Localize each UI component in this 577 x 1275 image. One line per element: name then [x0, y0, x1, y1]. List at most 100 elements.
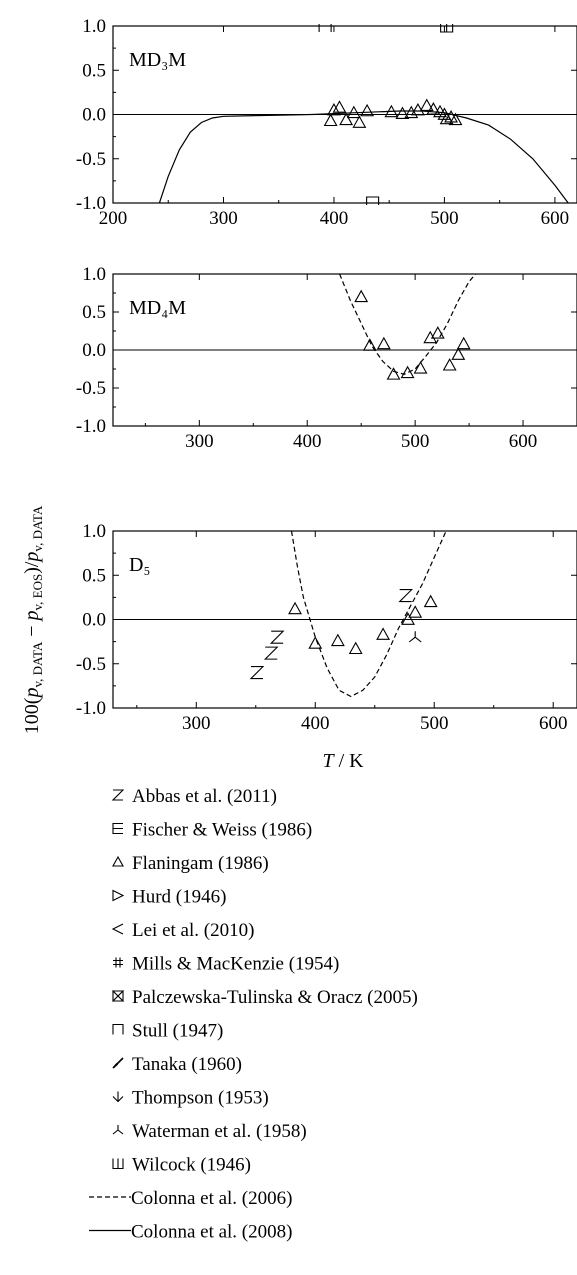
- data-point-tri-down: [408, 631, 422, 643]
- y-tick-label: -0.5: [76, 378, 106, 399]
- data-point-triangle: [423, 330, 438, 344]
- y-tick-label: 0.5: [82, 565, 106, 586]
- y-tick-label: 0.5: [82, 60, 106, 81]
- legend-marker-tri-down: [112, 1125, 124, 1135]
- legend-label: Hurd (1946): [132, 887, 226, 908]
- legend-label: Fischer & Weiss (1986): [132, 820, 312, 841]
- data-point-z: [398, 589, 414, 603]
- legend-item: Lei et al. (2010): [111, 920, 254, 941]
- data-point-triangle: [439, 111, 454, 125]
- legend-label: Tanaka (1960): [132, 1054, 242, 1075]
- panel-label: MD₄M: [129, 297, 186, 319]
- data-point-triangle: [448, 112, 463, 126]
- panel-3: 300 400 500 600 1.0 0.5 0.0 -0.5 -1.0 D₅: [76, 521, 577, 734]
- legend-label: Waterman et al. (1958): [132, 1121, 307, 1142]
- y-tick-label: 0.5: [82, 302, 106, 323]
- legend-item: Thompson (1953): [112, 1088, 269, 1109]
- data-point-triangle: [401, 612, 415, 625]
- data-point-w-box: [440, 24, 454, 33]
- legend-label: Mills & MacKenzie (1954): [132, 954, 339, 975]
- plot-area: [339, 273, 477, 380]
- y-tick-label: -1.0: [76, 193, 106, 214]
- legend-label: Wilcock (1946): [132, 1155, 251, 1176]
- legend-item: Abbas et al. (2011): [111, 786, 277, 807]
- data-point-triangle: [451, 347, 466, 360]
- dashed-curve-colonna-2006: [339, 273, 477, 375]
- data-point-triangle: [376, 336, 391, 350]
- legend-label: Abbas et al. (2011): [132, 786, 277, 807]
- legend-item: Hurd (1946): [112, 887, 226, 908]
- x-tick-label: 300: [182, 713, 211, 734]
- data-point-triangle: [395, 106, 410, 119]
- legend-marker-hash: [113, 957, 123, 968]
- dashed-curve-colonna-2006: [290, 530, 447, 698]
- legend-marker-box-e: [112, 822, 123, 835]
- data-point-triangle: [332, 100, 347, 113]
- legend-item: Flaningam (1986): [112, 853, 269, 874]
- x-tick-label: 500: [420, 713, 449, 734]
- legend-item: Colonna et al. (2006): [89, 1188, 292, 1209]
- data-point-z: [249, 666, 265, 680]
- panel-label: D₅: [129, 554, 150, 576]
- legend-item: Fischer & Weiss (1986): [112, 820, 312, 841]
- legend-item: Tanaka (1960): [112, 1054, 242, 1075]
- legend-marker-hourglass: [111, 990, 125, 1002]
- legend-label: Stull (1947): [132, 1021, 223, 1042]
- data-point-triangle: [376, 627, 391, 640]
- legend-marker-arrow-down: [112, 1091, 124, 1103]
- data-point-triangle: [330, 633, 345, 647]
- x-tick-label: 500: [401, 431, 430, 452]
- x-tick-label: 600: [541, 208, 570, 229]
- y-tick-label: -0.5: [76, 149, 106, 170]
- x-tick-label: 600: [539, 713, 568, 734]
- y-tick-label: 1.0: [82, 521, 106, 542]
- y-tick-label: 0.0: [82, 105, 106, 126]
- x-tick-label: 400: [320, 208, 349, 229]
- x-axis-title: T / K: [322, 750, 364, 772]
- data-point-triangle: [426, 102, 441, 115]
- y-tick-label: -1.0: [76, 698, 106, 719]
- plot-area: [249, 530, 447, 698]
- data-point-triangle: [423, 594, 438, 608]
- x-tick-label: 600: [509, 431, 538, 452]
- legend-marker-triangle: [112, 855, 124, 867]
- x-tick-label: 300: [185, 431, 214, 452]
- legend-marker-z: [111, 789, 125, 801]
- legend-item: Wilcock (1946): [112, 1155, 251, 1176]
- y-tick-label: 1.0: [82, 16, 106, 37]
- y-tick-label: 1.0: [82, 264, 106, 285]
- data-point-triangle: [360, 103, 375, 117]
- data-point-triangle: [419, 98, 434, 111]
- legend-label: Flaningam (1986): [132, 853, 269, 874]
- data-point-triangle: [410, 102, 425, 116]
- legend-label: Palczewska-Tulinska & Oracz (2005): [132, 987, 418, 1008]
- legend-item: Colonna et al. (2008): [89, 1222, 292, 1243]
- solid-curve-colonna-2008: [158, 110, 569, 204]
- data-point-triangle: [400, 365, 415, 379]
- x-tick-label: 200: [99, 208, 128, 229]
- data-point-triangle: [288, 601, 302, 615]
- legend-item: Waterman et al. (1958): [112, 1121, 307, 1142]
- data-point-triangle: [362, 338, 377, 351]
- legend-marker-tri-right: [112, 889, 125, 902]
- legend-item: Palczewska-Tulinska & Oracz (2005): [111, 987, 418, 1008]
- legend-label: Thompson (1953): [132, 1088, 269, 1109]
- y-tick-label: -1.0: [76, 416, 106, 437]
- data-point-triangle: [352, 115, 367, 128]
- y-tick-label: 0.0: [82, 610, 106, 631]
- data-point-triangle: [354, 289, 369, 303]
- legend-item: Stull (1947): [112, 1021, 223, 1042]
- data-point-triangle: [323, 113, 338, 127]
- data-point-square-open: [366, 196, 380, 205]
- legend-label: Lei et al. (2010): [132, 920, 254, 941]
- data-point-triangle: [327, 102, 341, 116]
- legend-marker-w-box: [112, 1158, 124, 1170]
- data-point-triangle: [308, 636, 323, 649]
- data-point-square-open: [318, 24, 332, 32]
- data-point-triangle: [404, 105, 419, 119]
- data-point-triangle: [430, 326, 445, 339]
- plot-area: [158, 24, 569, 205]
- data-point-triangle: [339, 112, 354, 126]
- legend-marker-square-open: [112, 1023, 124, 1035]
